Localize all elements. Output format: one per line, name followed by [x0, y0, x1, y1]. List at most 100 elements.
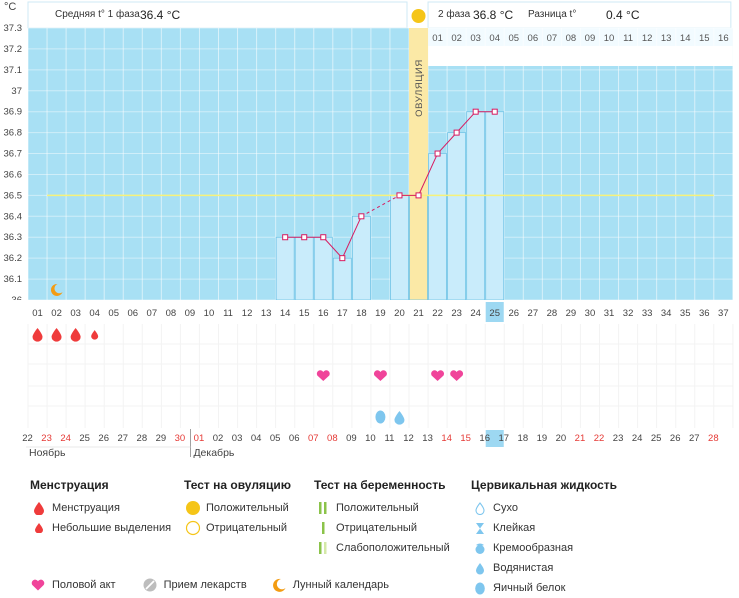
- phase2-day-label: 02: [451, 33, 462, 44]
- diff-label: Разница t°: [528, 9, 577, 20]
- calendar-date-label: 28: [137, 433, 148, 444]
- y-tick-label: 36.6: [4, 169, 23, 180]
- cycle-day-row-bg: [0, 300, 739, 322]
- temperature-bar: [390, 194, 409, 301]
- intercourse-heart-icon: [450, 370, 464, 381]
- egg-white-fluid-icon: [375, 410, 386, 424]
- cycle-day-label: 02: [51, 308, 62, 319]
- calendar-date-label: 03: [232, 433, 243, 444]
- cycle-day-label: 19: [375, 308, 386, 319]
- temperature-bar: [447, 132, 467, 301]
- calendar-date-label: 22: [22, 433, 33, 444]
- legend-item: Клейкая: [493, 522, 536, 534]
- legend-other: Половой акт Прием лекарств Лунный календ…: [30, 578, 389, 592]
- cycle-day-label: 24: [470, 308, 481, 319]
- symptoms-area: [0, 324, 739, 428]
- cycle-day-label: 15: [299, 308, 310, 319]
- temperature-bar: [294, 236, 314, 301]
- temperature-bar: [428, 153, 447, 301]
- menstruation-drop-icon: [70, 328, 81, 342]
- moon-icon: [50, 283, 63, 296]
- temperature-point: [434, 150, 441, 157]
- y-tick-label: 36.3: [4, 232, 23, 243]
- legend-item: Кремообразная: [493, 542, 574, 554]
- cycle-day-label: 14: [280, 308, 291, 319]
- temperature-line-segment: [418, 153, 439, 196]
- egg-white-icon: [471, 581, 489, 595]
- cycle-day-label: 34: [661, 308, 672, 319]
- legend-item: Положительный: [336, 502, 419, 514]
- cycle-day-label: 33: [642, 308, 653, 319]
- phase2-day-label: 01: [432, 33, 443, 44]
- moon-icon: [271, 578, 287, 592]
- calendar-date-label: 01: [194, 433, 205, 444]
- legend-pregnancy-test: Тест на беременность Положительный Отриц…: [314, 478, 450, 558]
- legend-item: Положительный: [206, 502, 289, 514]
- temperature-bar: [313, 236, 333, 301]
- phase2-day-label: 06: [528, 33, 539, 44]
- calendar-date-label: 25: [651, 433, 662, 444]
- menstruation-drop-icon: [51, 328, 62, 342]
- phase2-day-label: 04: [489, 33, 500, 44]
- y-tick-label: 36.2: [4, 253, 23, 264]
- legend-item: Яичный белок: [493, 582, 566, 594]
- phase2-day-label: 12: [642, 33, 653, 44]
- temperature-point: [339, 255, 346, 262]
- cycle-day-label: 27: [528, 308, 539, 319]
- phase2-value: 36.8 °C: [473, 8, 514, 22]
- cycle-day-label: 36: [699, 308, 710, 319]
- phase2-day-label: 13: [661, 33, 672, 44]
- menstruation-drop-icon: [32, 328, 43, 342]
- intercourse-heart-icon: [373, 370, 387, 381]
- phase2-day-label: 14: [680, 33, 691, 44]
- calendar-date-label: 27: [117, 433, 128, 444]
- legend-menstruation: Менструация Менструация Небольшие выделе…: [30, 478, 171, 538]
- calendar-date-label: 30: [175, 433, 186, 444]
- legend-cervical-fluid: Цервикальная жидкость Сухо Клейкая Кремо…: [471, 478, 617, 598]
- temperature-point: [358, 213, 365, 220]
- phase2-label: 2 фаза: [438, 9, 471, 20]
- temperature-line-segment: [341, 216, 362, 259]
- cycle-day-label: 30: [585, 308, 596, 319]
- bbt-chart: 36 36.1 36.2 36.3 36.4 36.5 36.6 36.7 36.8 36.9 37…: [0, 1, 739, 459]
- calendar-date-label: 04: [251, 433, 262, 444]
- temperature-line-segment: [437, 132, 457, 154]
- phase2-day-label: 15: [699, 33, 710, 44]
- current-day-highlight: [485, 302, 504, 322]
- legend-item: Прием лекарств: [163, 579, 247, 591]
- phase2-day-label: 08: [566, 33, 577, 44]
- cycle-day-label: 12: [242, 308, 253, 319]
- y-tick-label: 37.1: [4, 65, 23, 76]
- calendar-date-label: 11: [385, 433, 395, 444]
- phase2-day-label: 11: [623, 33, 633, 44]
- temperature-bar: [351, 215, 371, 301]
- cycle-day-label: 28: [547, 308, 558, 319]
- cycle-day-label: 08: [166, 308, 177, 319]
- negative-circle-icon: [184, 520, 202, 536]
- calendar-date-label: 21: [575, 433, 586, 444]
- y-tick-label: 36.1: [4, 274, 23, 285]
- temperature-line-segment: [361, 194, 400, 217]
- ovulation-band-label: ОВУЛЯЦИЯ: [414, 59, 425, 117]
- cycle-day-label: 07: [147, 308, 158, 319]
- cycle-day-label: 09: [185, 308, 196, 319]
- phase1-header-box: [27, 1, 408, 29]
- legend-item: Отрицательный: [336, 522, 417, 534]
- temperature-point: [320, 234, 327, 241]
- calendar-date-label: 25: [79, 433, 90, 444]
- calendar-date-label: 05: [270, 433, 281, 444]
- one-line-icon: [314, 521, 332, 535]
- calendar-date-label: 22: [594, 433, 605, 444]
- calendar-date-label: 16: [479, 433, 490, 444]
- legend-pregnancy-title: Тест на беременность: [314, 478, 446, 492]
- phase2-day-label: 09: [585, 33, 596, 44]
- two-lines-icon: [314, 501, 332, 515]
- watery-icon: [471, 562, 489, 575]
- intercourse-heart-icon: [431, 370, 445, 381]
- y-tick-label: 36.9: [4, 107, 23, 118]
- calendar-date-label: 24: [60, 433, 71, 444]
- legend-item: Небольшие выделения: [52, 522, 172, 534]
- calendar-date-label: 26: [670, 433, 681, 444]
- cycle-day-label: 25: [489, 308, 500, 319]
- phase2-header-box: [427, 1, 732, 29]
